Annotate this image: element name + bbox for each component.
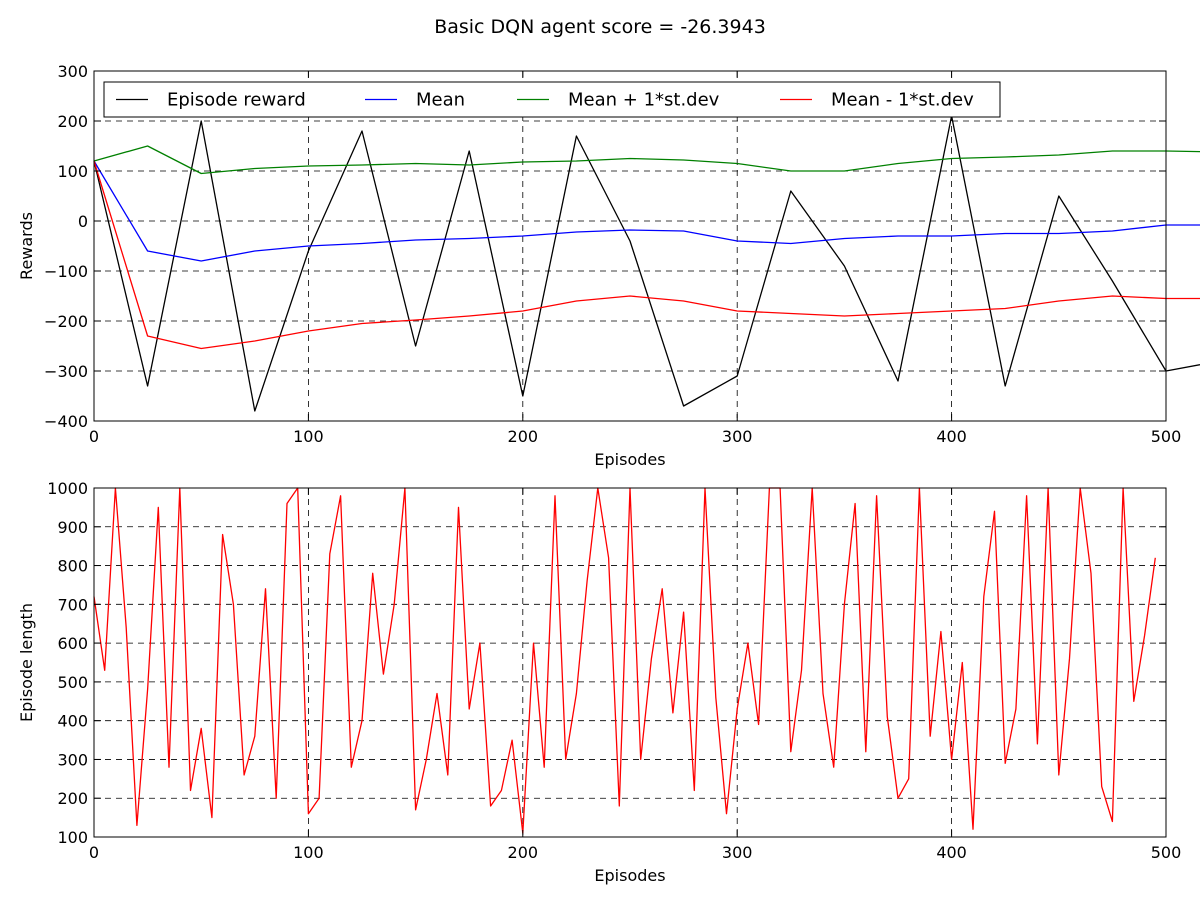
legend-box [103,81,1001,118]
legend-entry: Mean [416,90,465,111]
legend-entry: Mean + 1*st.dev [568,90,720,111]
y-tick-label: −100 [44,262,88,281]
x-tick-label: 300 [722,427,753,446]
x-axis-label: Episodes [594,866,665,885]
series-line-mean [93,160,1200,262]
axes-frame [93,487,1167,838]
y-tick-label: 100 [57,162,88,181]
legend-entry: Episode reward [167,90,306,111]
y-tick-label: 0 [78,212,88,231]
x-tick-label: 0 [89,843,99,862]
y-tick-label: −400 [44,412,88,431]
episode-length-plot: 0 100 200 300 400 500100200300400500600700800… [17,479,1181,885]
y-tick-label: 1000 [47,479,88,498]
x-tick-label: 0 [89,427,99,446]
y-axis-label: Rewards [17,212,36,280]
y-tick-label: 100 [57,828,88,847]
x-tick-label: 400 [936,843,967,862]
y-tick-label: 900 [57,518,88,537]
series-line-episode-reward [93,115,1200,412]
x-tick-label: 200 [508,427,539,446]
x-tick-label: 300 [722,843,753,862]
y-axis-label: Episode length [17,603,36,722]
x-tick-label: 500 [1151,843,1182,862]
y-tick-label: −300 [44,362,88,381]
axes-frame [93,70,1167,422]
y-tick-label: 800 [57,557,88,576]
y-tick-label: 200 [57,789,88,808]
y-tick-label: −200 [44,312,88,331]
figure-title: Basic DQN agent score = -26.3943 [434,16,766,38]
series-line-episode-length [93,487,1156,834]
x-tick-label: 100 [293,427,324,446]
x-axis-label: Episodes [594,450,665,469]
rewards-plot: 0 100 200 300 400 500 −400 −300 −200 −100 0 100 200 3… [17,62,1200,469]
legend: Episode reward Mean Mean + 1*st.dev Mean - … [103,81,1001,118]
y-tick-label: 300 [57,62,88,81]
y-tick-label: 700 [57,595,88,614]
y-tick-label: 400 [57,712,88,731]
x-tick-label: 400 [936,427,967,446]
series-line-mean-1-st-dev [93,145,1200,175]
y-tick-label: 200 [57,112,88,131]
y-tick-label: 600 [57,634,88,653]
series-line-mean-1-st-dev [93,160,1200,350]
x-tick-label: 100 [293,843,324,862]
x-tick-label: 200 [508,843,539,862]
y-tick-label: 300 [57,750,88,769]
x-tick-label: 500 [1151,427,1182,446]
legend-entry: Mean - 1*st.dev [831,90,974,111]
y-tick-label: 500 [57,673,88,692]
